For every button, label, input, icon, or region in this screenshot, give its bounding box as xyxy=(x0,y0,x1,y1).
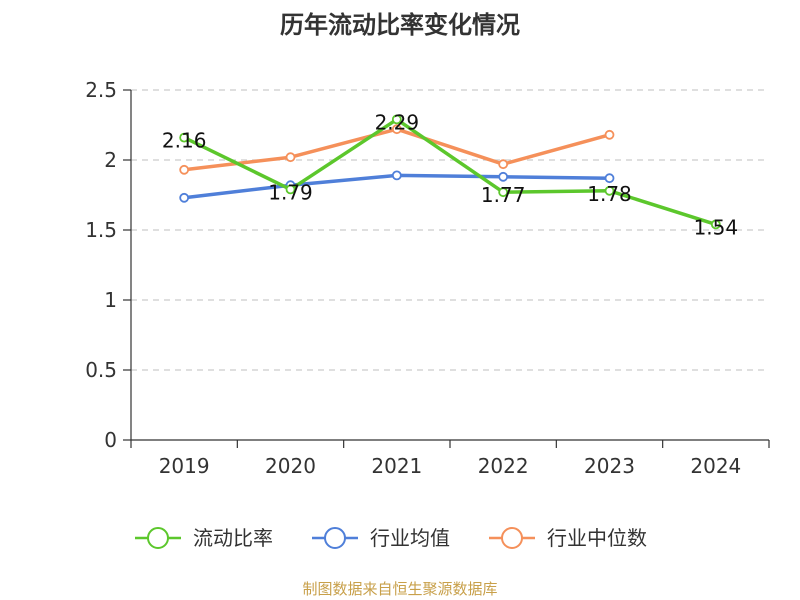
data-point xyxy=(391,170,402,181)
data-point xyxy=(498,171,509,182)
series-group xyxy=(179,114,721,230)
data-point xyxy=(391,124,402,135)
legend-label: 流动比率 xyxy=(193,526,273,550)
data-point xyxy=(179,192,190,203)
data-label: 1.79 xyxy=(268,180,313,204)
series-line-2 xyxy=(183,127,610,172)
data-point xyxy=(604,129,615,140)
axes: 0 0.5 1 1.5 2 2.5 2019 2020 2021 2022 2023 2024 xyxy=(85,78,770,478)
data-label: 2.29 xyxy=(375,110,420,134)
data-point xyxy=(604,185,615,196)
legend-swatch-marker xyxy=(501,527,523,549)
y-tick-label: 2 xyxy=(104,148,117,172)
source-note: 制图数据来自恒生聚源数据库 xyxy=(302,580,497,598)
data-point xyxy=(179,164,190,175)
x-tick-label: 2021 xyxy=(371,454,422,478)
legend-item-1[interactable]: 行业均值 xyxy=(312,526,450,550)
y-tick-label: 0 xyxy=(104,428,117,452)
series-line-0 xyxy=(183,117,717,227)
data-point xyxy=(498,159,509,170)
data-point xyxy=(604,173,615,184)
legend[interactable]: 流动比率 行业均值 行业中位数 xyxy=(135,526,647,550)
data-point xyxy=(285,152,296,163)
data-point xyxy=(391,114,402,125)
x-tick-label: 2024 xyxy=(690,454,741,478)
data-label: 1.78 xyxy=(587,182,632,206)
y-tick-label: 0.5 xyxy=(85,358,117,382)
y-tick-label: 2.5 xyxy=(85,78,117,102)
data-point xyxy=(179,132,190,143)
legend-item-2[interactable]: 行业中位数 xyxy=(489,526,647,550)
data-label: 2.16 xyxy=(162,129,207,153)
gridlines xyxy=(131,89,769,371)
legend-swatch-marker xyxy=(324,527,346,549)
data-label: 1.54 xyxy=(694,215,739,239)
data-point xyxy=(710,219,721,230)
x-tick-label: 2023 xyxy=(584,454,635,478)
legend-swatch-marker xyxy=(147,527,169,549)
x-tick-label: 2020 xyxy=(265,454,316,478)
y-tick-label: 1 xyxy=(104,288,117,312)
x-tick-label: 2019 xyxy=(159,454,210,478)
legend-item-0[interactable]: 流动比率 xyxy=(135,526,273,550)
y-tick-label: 1.5 xyxy=(85,218,117,242)
data-point xyxy=(498,187,509,198)
legend-label: 行业中位数 xyxy=(547,526,647,550)
data-point xyxy=(285,184,296,195)
chart-title: 历年流动比率变化情况 xyxy=(280,11,520,39)
legend-label: 行业均值 xyxy=(370,526,450,550)
data-labels: 2.16 1.79 2.29 1.77 1.78 1.54 xyxy=(162,110,738,239)
x-tick-label: 2022 xyxy=(478,454,529,478)
data-label: 1.77 xyxy=(481,183,526,207)
